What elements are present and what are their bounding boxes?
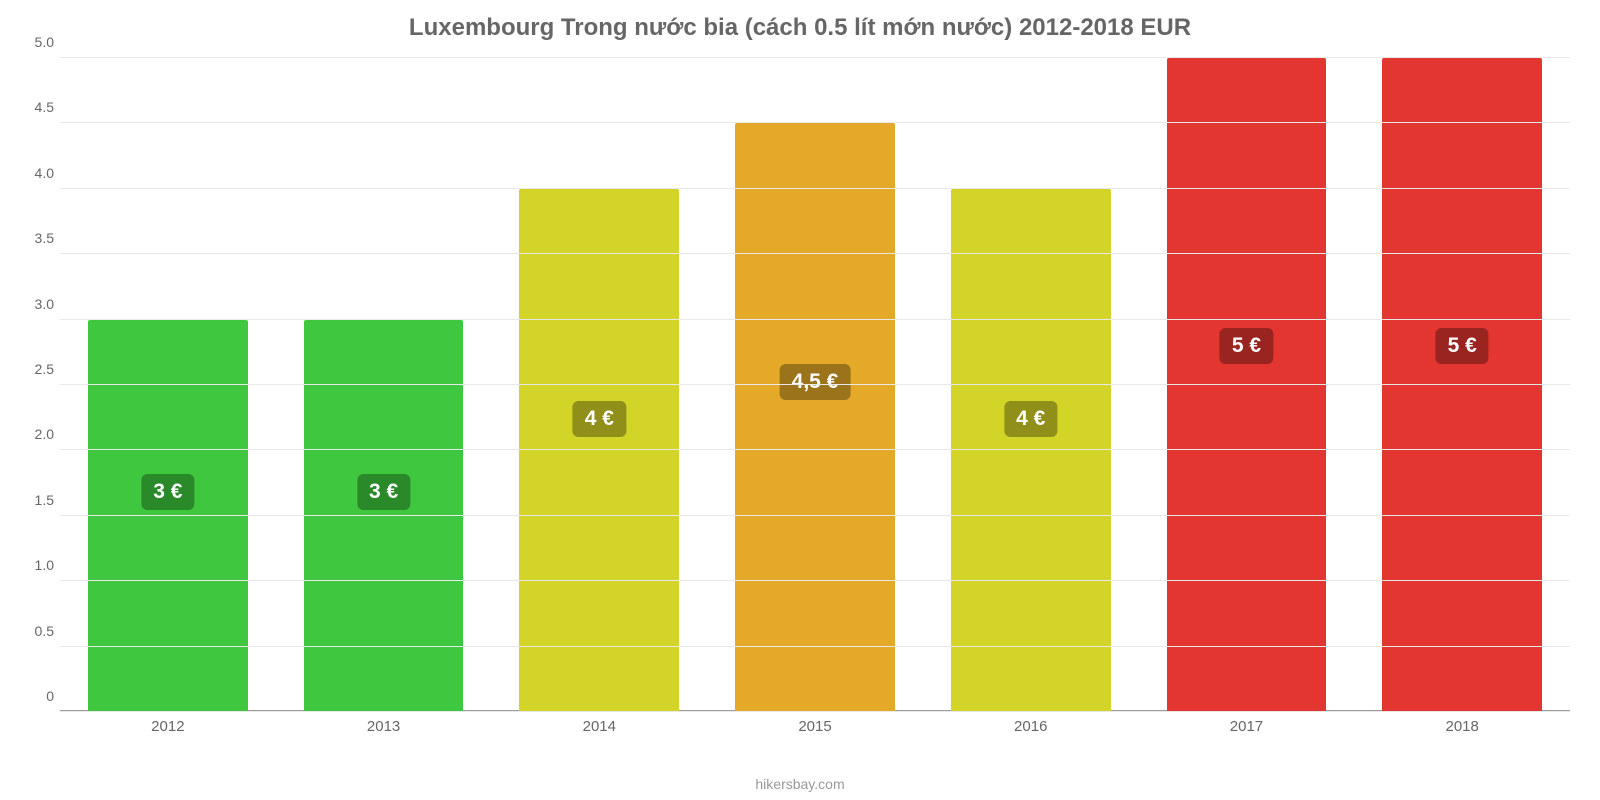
- bar: 5 €: [1167, 58, 1327, 712]
- bar-slot: 3 €: [60, 58, 276, 712]
- y-tick-label: 2.5: [18, 361, 54, 377]
- chart-area: 3 €3 €4 €4,5 €4 €5 €5 € 00.51.01.52.02.5…: [60, 58, 1570, 740]
- bar-value-label: 5 €: [1436, 328, 1489, 364]
- gridline: [60, 188, 1570, 189]
- bar-slot: 5 €: [1139, 58, 1355, 712]
- x-tick-label: 2017: [1139, 712, 1355, 740]
- bar-value-label: 3 €: [141, 474, 194, 510]
- y-tick-label: 1.0: [18, 557, 54, 573]
- gridline: [60, 122, 1570, 123]
- y-tick-label: 2.0: [18, 426, 54, 442]
- x-tick-label: 2015: [707, 712, 923, 740]
- y-tick-label: 4.5: [18, 99, 54, 115]
- y-tick-label: 0.5: [18, 623, 54, 639]
- gridline: [60, 580, 1570, 581]
- bars-container: 3 € 3 € 4 € 4,5 € 4 € 5 € 5 €: [60, 58, 1570, 712]
- gridline: [60, 515, 1570, 516]
- bar-value-label: 5 €: [1220, 328, 1273, 364]
- x-tick-label: 2016: [923, 712, 1139, 740]
- x-tick-label: 2012: [60, 712, 276, 740]
- y-tick-label: 5.0: [18, 34, 54, 50]
- bar-slot: 4 €: [491, 58, 707, 712]
- bar-slot: 4,5 €: [707, 58, 923, 712]
- y-tick-label: 4.0: [18, 165, 54, 181]
- x-tick-label: 2013: [276, 712, 492, 740]
- gridline: [60, 57, 1570, 58]
- bar-slot: 3 €: [276, 58, 492, 712]
- gridline: [60, 253, 1570, 254]
- y-tick-label: 3.0: [18, 296, 54, 312]
- gridline: [60, 449, 1570, 450]
- gridline: [60, 384, 1570, 385]
- chart-title: Luxembourg Trong nước bia (cách 0.5 lít …: [0, 0, 1600, 42]
- x-tick-label: 2018: [1354, 712, 1570, 740]
- bar-value-label: 4,5 €: [780, 364, 851, 400]
- y-tick-label: 0: [18, 688, 54, 704]
- bar: 4,5 €: [735, 123, 895, 712]
- y-tick-label: 3.5: [18, 230, 54, 246]
- x-tick-label: 2014: [491, 712, 707, 740]
- gridline: [60, 646, 1570, 647]
- bar: 4 €: [951, 189, 1111, 712]
- plot-area: 3 €3 €4 €4,5 €4 €5 €5 € 00.51.01.52.02.5…: [60, 58, 1570, 712]
- bar-value-label: 4 €: [1004, 401, 1057, 437]
- bar: 4 €: [519, 189, 679, 712]
- bar-slot: 4 €: [923, 58, 1139, 712]
- source-text: hikersbay.com: [0, 776, 1600, 792]
- gridline: [60, 319, 1570, 320]
- bar-slot: 5 €: [1354, 58, 1570, 712]
- y-tick-label: 1.5: [18, 492, 54, 508]
- bar-value-label: 4 €: [573, 401, 626, 437]
- bar: 5 €: [1382, 58, 1542, 712]
- x-axis: 2012201320142015201620172018: [60, 712, 1570, 740]
- bar-value-label: 3 €: [357, 474, 410, 510]
